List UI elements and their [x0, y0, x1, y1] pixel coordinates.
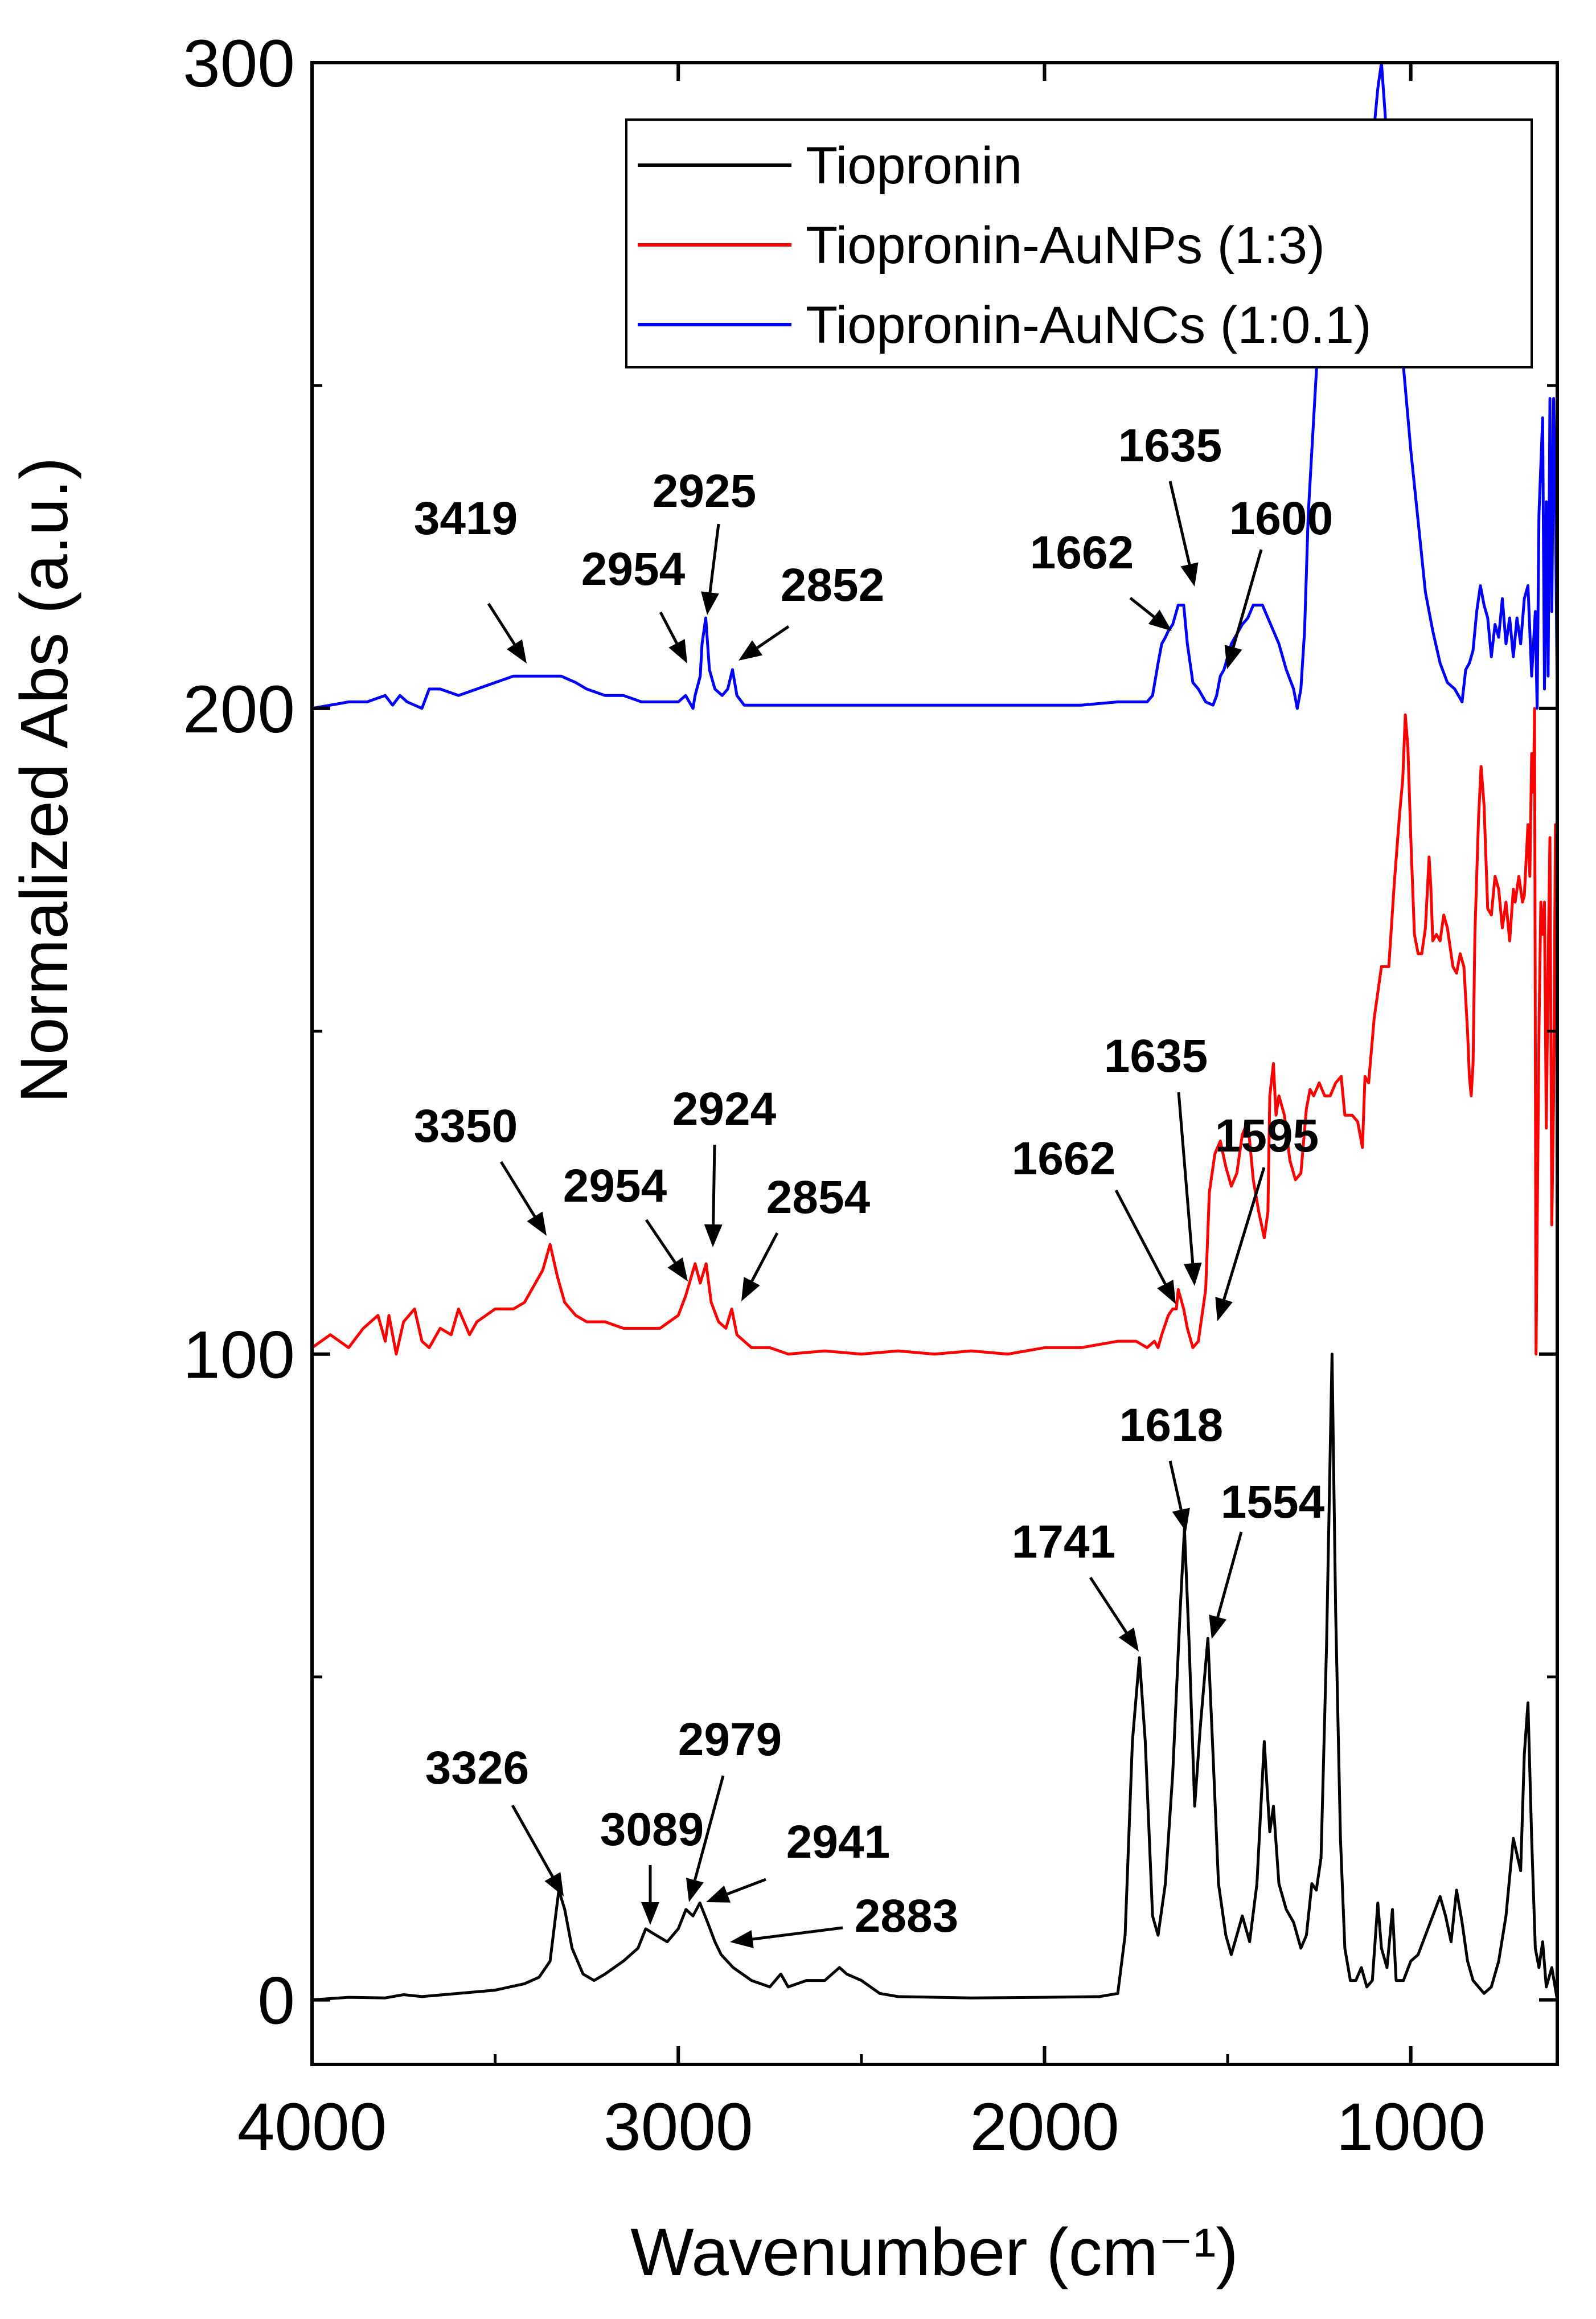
peak-arrow — [659, 611, 678, 644]
peak-arrow — [1114, 1189, 1167, 1285]
peak-label: 3350 — [414, 1100, 518, 1152]
peak-label: 2852 — [781, 559, 884, 611]
peak-label: 1554 — [1221, 1476, 1325, 1528]
peak-arrow-head — [701, 591, 719, 615]
peak-arrow — [1168, 481, 1191, 565]
x-axis-title: Wavenumber (cm⁻¹) — [630, 2215, 1238, 2290]
peak-arrow-head — [1183, 1262, 1202, 1286]
x-tick-label: 3000 — [604, 2089, 753, 2165]
peak-arrow-head — [1148, 609, 1172, 631]
peak-arrow-head — [704, 1224, 723, 1247]
peak-label: 1635 — [1118, 420, 1222, 472]
peak-arrow — [694, 1775, 725, 1881]
peak-label: 2883 — [855, 1890, 958, 1942]
peak-arrow — [756, 625, 790, 649]
peak-arrow — [727, 1878, 766, 1896]
peak-label: 2941 — [786, 1816, 890, 1868]
legend-label-1: Tiopronin-AuNPs (1:3) — [806, 216, 1325, 274]
peak-label: 1595 — [1215, 1110, 1319, 1162]
peak-arrow — [511, 1804, 554, 1878]
peak-arrow — [1177, 1092, 1195, 1264]
peak-label: 2954 — [581, 543, 686, 595]
peak-label: 1662 — [1030, 527, 1134, 579]
peak-label: 3326 — [425, 1742, 529, 1794]
peak-arrow-head — [1180, 562, 1199, 587]
peak-arrow-head — [1118, 1627, 1139, 1652]
y-tick-label: 300 — [183, 26, 295, 101]
legend-label-2: Tiopronin-AuNCs (1:0.1) — [806, 296, 1372, 354]
peak-label: 2925 — [653, 465, 756, 517]
peak-arrow-head — [1215, 1297, 1233, 1321]
peak-arrow — [1129, 597, 1155, 618]
peak-arrow — [750, 1232, 779, 1282]
peak-arrow — [1168, 1460, 1183, 1510]
peak-label: 3419 — [414, 493, 518, 544]
peak-arrow — [712, 1144, 716, 1225]
peak-arrow-head — [738, 640, 763, 661]
peak-label: 3089 — [600, 1804, 704, 1855]
legend-label-0: Tiopronin — [806, 137, 1022, 195]
annotation-layer: 3419295429252852166216351600335029542924… — [414, 420, 1333, 1948]
series-line-0 — [312, 1353, 1557, 2002]
plot-frame — [310, 61, 1559, 2066]
peak-arrow-head — [544, 1872, 564, 1896]
y-axis-title: Normalized Abs (a.u.) — [7, 457, 82, 1104]
peak-arrow — [499, 1161, 536, 1218]
peak-arrow — [1216, 1531, 1243, 1618]
x-tick-label: 2000 — [970, 2089, 1119, 2165]
peak-arrow-head — [686, 1878, 704, 1902]
peak-arrow — [1089, 1576, 1128, 1633]
peak-label: 2854 — [766, 1171, 871, 1223]
peak-label: 2924 — [672, 1083, 777, 1135]
peak-label: 1662 — [1012, 1133, 1115, 1185]
peak-arrow — [752, 1926, 843, 1941]
peak-label: 2979 — [678, 1714, 782, 1765]
peak-arrow-head — [1209, 1615, 1227, 1639]
peak-label: 2954 — [563, 1160, 667, 1212]
peak-arrow-head — [1172, 1507, 1190, 1532]
peak-arrow — [708, 523, 720, 593]
peak-arrow — [645, 1219, 676, 1264]
y-tick-label: 200 — [183, 672, 295, 747]
y-tick-label: 100 — [183, 1318, 295, 1393]
peak-arrow-head — [668, 639, 687, 663]
peak-label: 1618 — [1119, 1399, 1223, 1451]
x-tick-label: 1000 — [1336, 2089, 1486, 2165]
peak-label: 1600 — [1229, 493, 1333, 544]
peak-label: 1741 — [1012, 1516, 1115, 1568]
series-line-1 — [312, 707, 1557, 1356]
peak-arrow-head — [641, 1902, 659, 1925]
peak-arrow-head — [527, 1211, 547, 1236]
peak-arrow-head — [730, 1930, 754, 1948]
y-tick-label: 0 — [257, 1964, 295, 2039]
peak-arrow-head — [1157, 1280, 1176, 1304]
ticks-layer: 4000 3000 2000 1000 0 100 200 300 — [183, 26, 1557, 2165]
peak-arrow-head — [506, 639, 527, 663]
peak-arrow — [1232, 549, 1263, 648]
peak-arrow-head — [706, 1885, 731, 1903]
x-tick-label: 4000 — [237, 2089, 387, 2165]
peak-label: 1635 — [1104, 1030, 1208, 1082]
peak-arrow — [1222, 1167, 1266, 1300]
peak-arrow-head — [1224, 645, 1242, 669]
peak-arrow — [487, 603, 516, 645]
peak-arrow-head — [667, 1257, 688, 1281]
peak-arrow-head — [741, 1277, 760, 1301]
legend: Tiopronin Tiopronin-AuNPs (1:3) Tiopronin-… — [625, 118, 1533, 368]
